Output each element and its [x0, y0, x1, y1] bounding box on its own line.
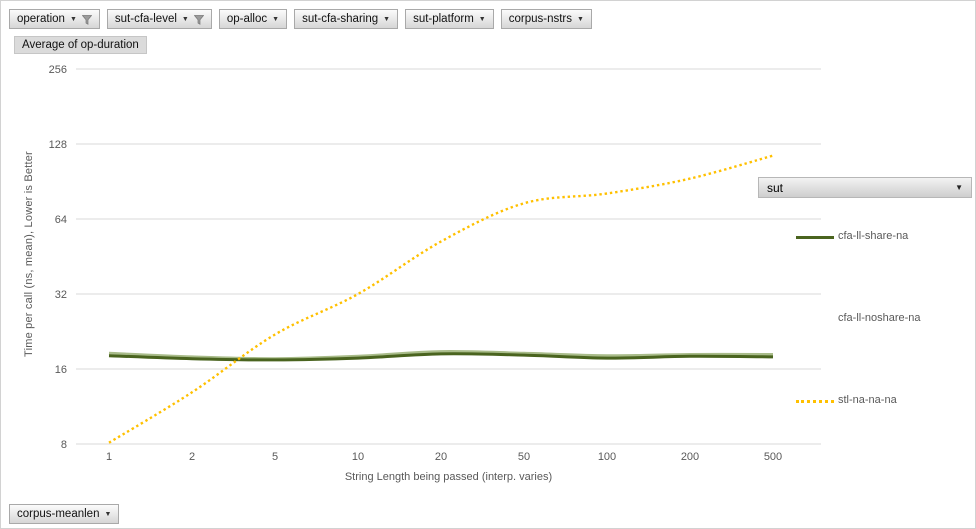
- filter-button-label: sut-cfa-sharing: [302, 12, 379, 25]
- dropdown-arrow-icon: ▼: [69, 16, 77, 23]
- filter-button-corpus-nstrs[interactable]: corpus-nstrs ▼: [500, 9, 592, 29]
- filter-button-sut-platform[interactable]: sut-platform ▼: [405, 9, 494, 29]
- series-line-cfa-ll-noshare-na: [108, 350, 774, 361]
- value-field-label: Average of op-duration: [22, 39, 139, 51]
- y-tick-label: 64: [55, 214, 67, 226]
- legend-marker-stl-na-na-na: [796, 400, 834, 403]
- y-tick-label: 32: [55, 289, 67, 301]
- dropdown-arrow-icon: ▼: [383, 16, 391, 23]
- dropdown-arrow-icon: ▼: [478, 16, 486, 23]
- filter-button-op-alloc[interactable]: op-alloc ▼: [218, 9, 288, 29]
- dropdown-arrow-icon: ▼: [272, 16, 280, 23]
- filter-button-sut-cfa-level[interactable]: sut-cfa-level ▼: [106, 9, 212, 29]
- x-tick-label: 5: [272, 451, 278, 463]
- filter-button-sut-cfa-sharing[interactable]: sut-cfa-sharing ▼: [294, 9, 399, 29]
- dropdown-arrow-icon: ▼: [104, 511, 112, 518]
- legend-field-label: sut: [767, 180, 784, 195]
- legend-field-dropdown[interactable]: sut ▼: [758, 177, 972, 198]
- x-axis-title: String Length being passed (interp. vari…: [344, 471, 553, 483]
- dropdown-arrow-icon: ▼: [577, 16, 584, 23]
- legend-marker-cfa-ll-share-na: [796, 236, 834, 239]
- chevron-down-icon: ▼: [955, 183, 963, 192]
- legend-entry-stl-na-na-na: stl-na-na-na: [838, 394, 897, 406]
- value-field-button[interactable]: Average of op-duration: [14, 36, 147, 54]
- filter-button-row: operation ▼ sut-cfa-level ▼ op-alloc ▼ s…: [9, 9, 592, 29]
- x-tick-label: 1: [106, 451, 112, 463]
- filter-button-operation[interactable]: operation ▼: [9, 9, 100, 29]
- x-tick-label: 200: [681, 451, 699, 463]
- y-tick-label: 128: [49, 139, 67, 151]
- y-axis-title: Time per call (ns, mean), Lower is Bette…: [23, 151, 35, 357]
- axis-field-button-corpus-meanlen[interactable]: corpus-meanlen ▼: [9, 504, 120, 524]
- axis-field-label: corpus-meanlen: [17, 507, 100, 520]
- x-tick-label: 100: [598, 451, 616, 463]
- filter-button-label: sut-platform: [413, 12, 474, 25]
- x-tick-label: 10: [352, 451, 364, 463]
- x-tick-label: 2: [189, 451, 195, 463]
- legend-entry-cfa-ll-share-na: cfa-ll-share-na: [838, 230, 909, 242]
- series-line-stl-na-na-na: [108, 154, 774, 444]
- filter-button-label: operation: [17, 12, 65, 25]
- filter-button-label: sut-cfa-level: [114, 12, 177, 25]
- filter-button-label: op-alloc: [226, 12, 268, 25]
- series-line-cfa-ll-share-na: [108, 352, 774, 362]
- y-tick-label: 16: [55, 364, 67, 376]
- y-tick-label: 8: [61, 439, 67, 451]
- x-tick-label: 50: [518, 451, 530, 463]
- filter-button-label: corpus-nstrs: [508, 12, 572, 25]
- filter-funnel-icon: [81, 14, 92, 25]
- filter-funnel-icon: [193, 14, 204, 25]
- legend-entry-cfa-ll-noshare-na: cfa-ll-noshare-na: [838, 312, 921, 324]
- y-tick-label: 256: [49, 64, 67, 76]
- x-tick-label: 20: [435, 451, 447, 463]
- dropdown-arrow-icon: ▼: [181, 16, 189, 23]
- x-tick-label: 500: [764, 451, 782, 463]
